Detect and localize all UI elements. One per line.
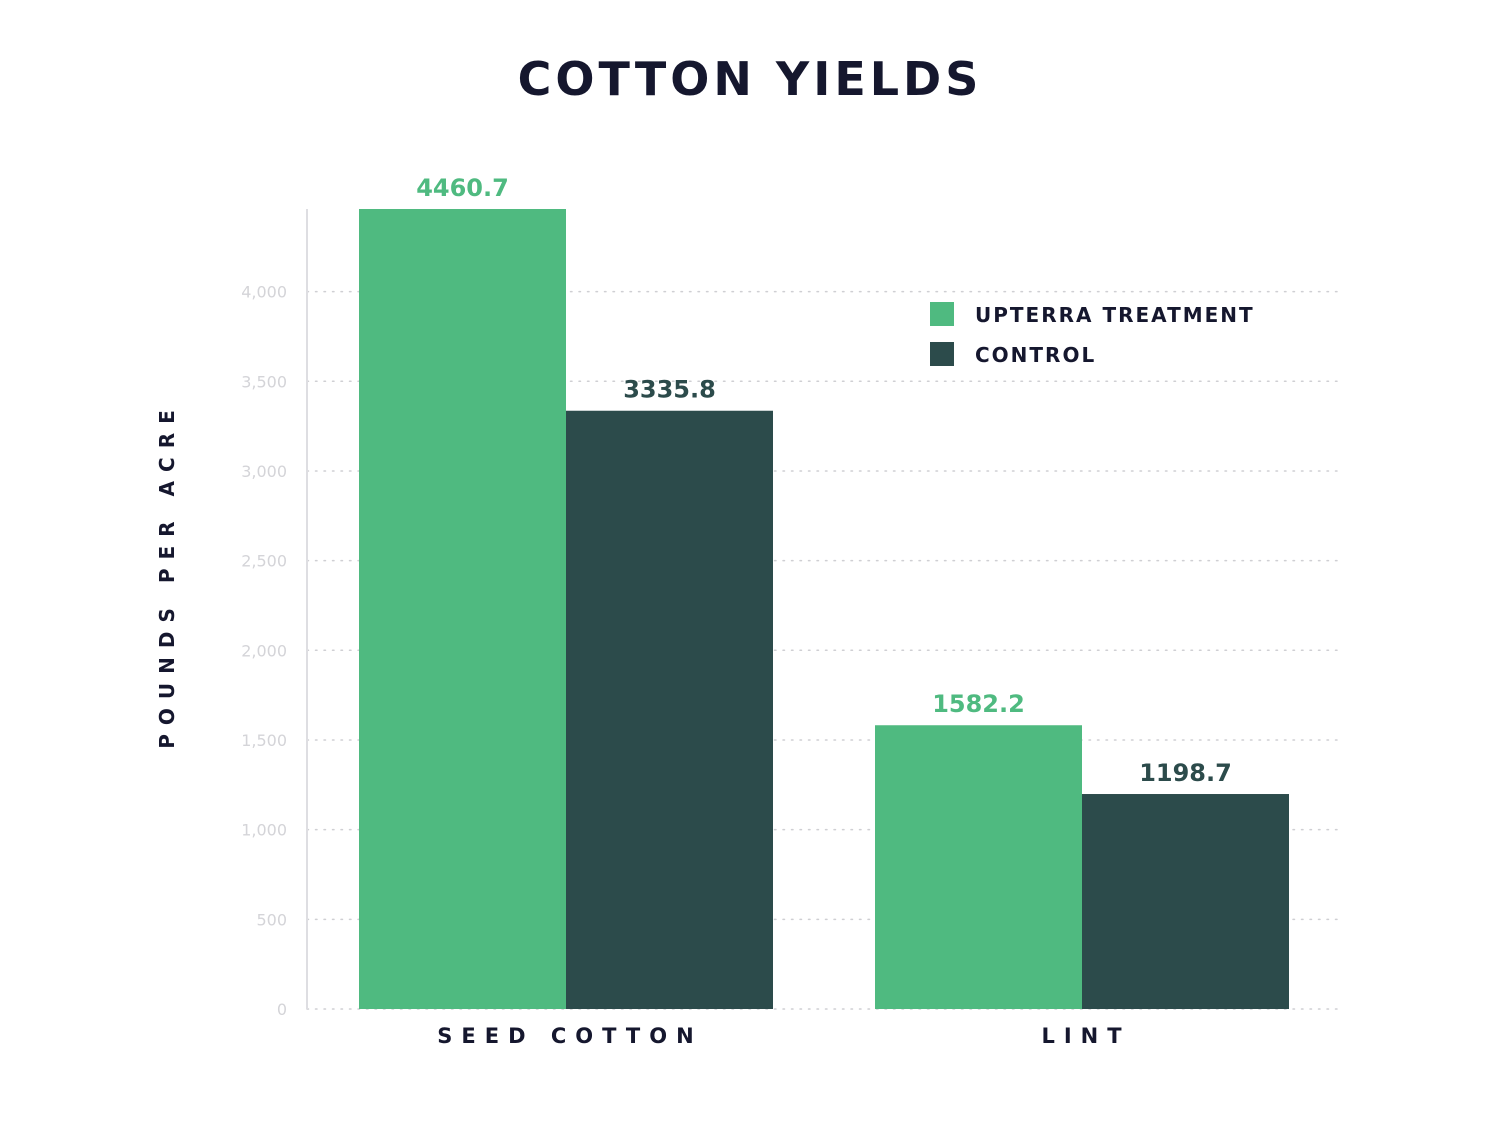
value-labels: 4460.7 3335.8 1582.2 1198.7 (416, 174, 1232, 787)
bar-value-label: 1198.7 (1139, 759, 1232, 787)
legend-swatch (930, 342, 954, 366)
y-tick-label: 500 (256, 910, 287, 929)
legend-label: UPTERRA TREATMENT (975, 303, 1255, 327)
bar (875, 725, 1082, 1009)
bar (359, 209, 566, 1009)
bar (1082, 794, 1289, 1009)
x-category-label: LINT (1041, 1024, 1130, 1048)
bar-value-label: 1582.2 (932, 690, 1025, 718)
y-axis-ticks: 0 500 1,000 1,500 2,000 2,500 3,000 3,500 4,000 (241, 283, 287, 1019)
y-tick-label: 2,500 (241, 552, 287, 571)
bar-value-label: 3335.8 (623, 376, 716, 404)
y-axis-title: POUNDS PER ACRE (155, 401, 179, 749)
bars (359, 209, 1289, 1009)
legend-swatch (930, 302, 954, 326)
y-tick-label: 0 (277, 1000, 287, 1019)
y-tick-label: 4,000 (241, 283, 287, 302)
bar (566, 410, 773, 1009)
y-tick-label: 3,500 (241, 372, 287, 391)
chart-title: COTTON YIELDS (518, 52, 983, 106)
legend-label: CONTROL (975, 343, 1096, 367)
x-category-label: SEED COTTON (437, 1024, 702, 1048)
y-tick-label: 2,000 (241, 641, 287, 660)
bar-value-label: 4460.7 (416, 174, 509, 202)
y-tick-label: 3,000 (241, 462, 287, 481)
y-tick-label: 1,000 (241, 821, 287, 840)
legend: UPTERRA TREATMENT CONTROL (930, 302, 1255, 367)
y-tick-label: 1,500 (241, 731, 287, 750)
x-axis-categories: SEED COTTON LINT (437, 1024, 1130, 1048)
